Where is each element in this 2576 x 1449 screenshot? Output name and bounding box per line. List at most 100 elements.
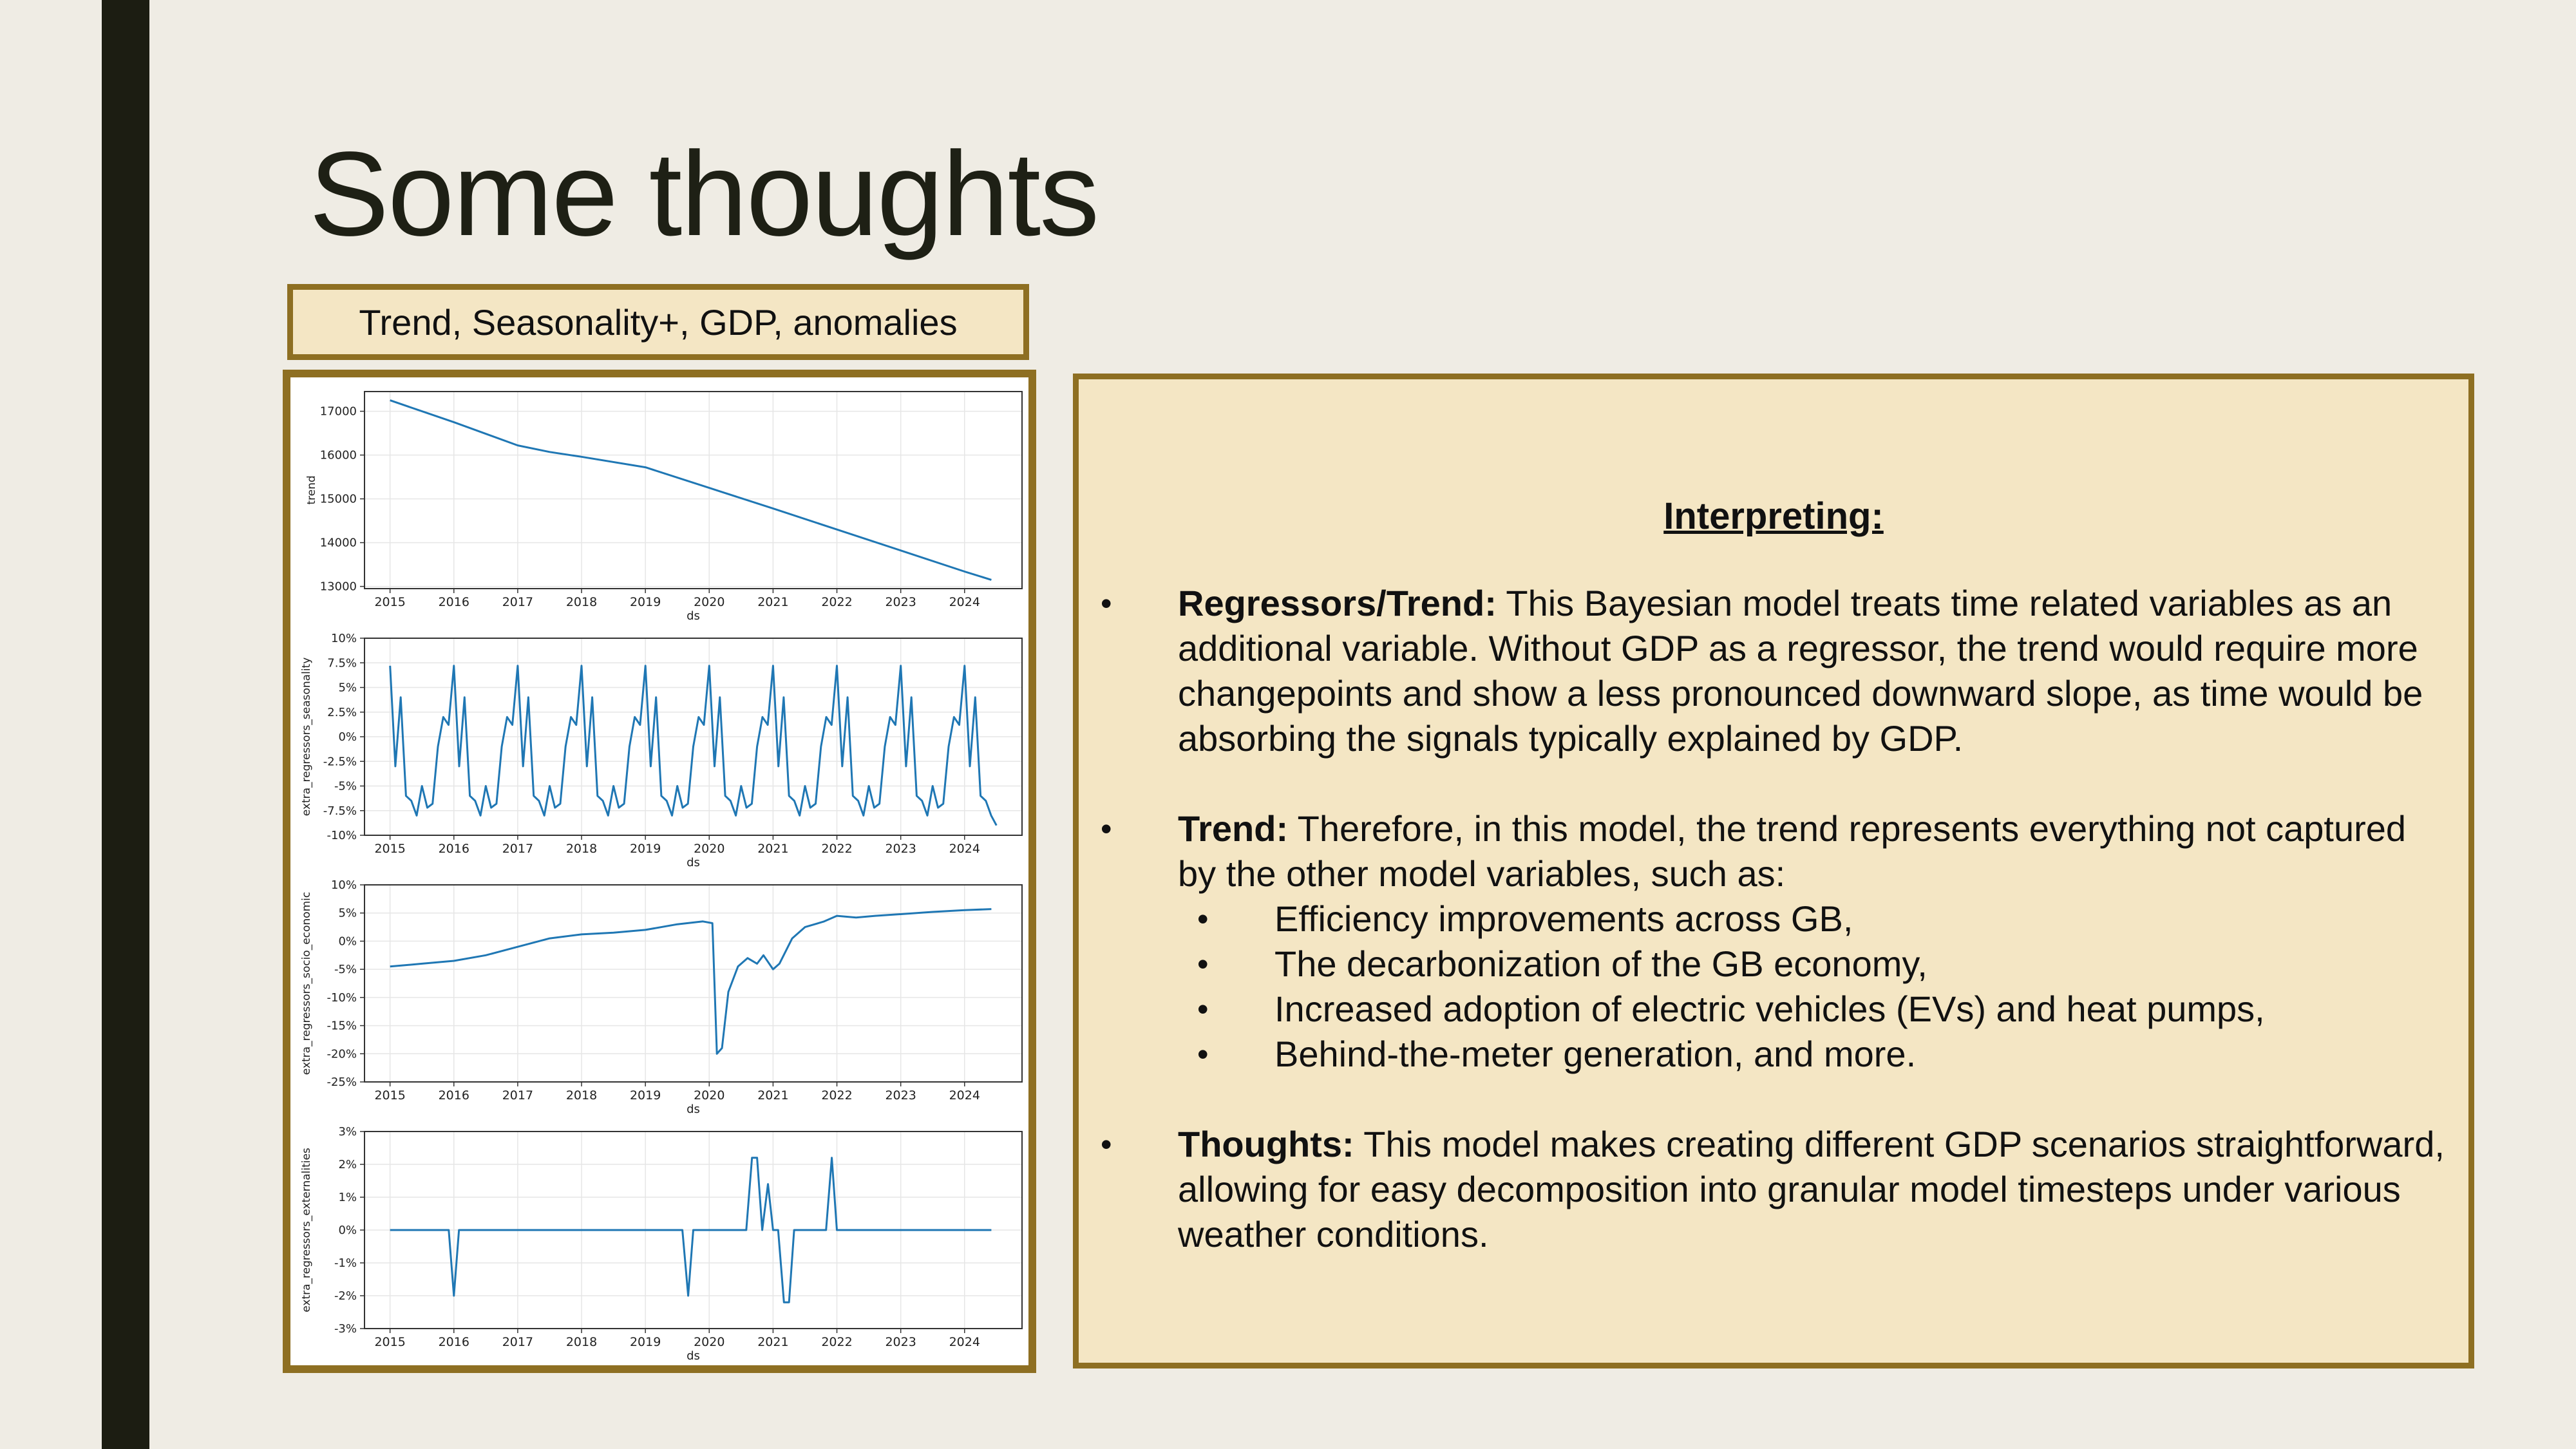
y-tick-label: 15000 (320, 493, 357, 506)
x-tick-label: 2015 (374, 595, 405, 609)
x-tick-label: 2016 (439, 595, 469, 609)
bullet-dot: • (1101, 1126, 1112, 1162)
x-tick-label: 2015 (374, 1335, 405, 1349)
x-tick-label: 2024 (949, 1335, 980, 1349)
x-tick-label: 2019 (630, 842, 661, 856)
sub-bullet-text: Efficiency improvements across GB, (1274, 898, 1853, 939)
y-tick-label: 1% (338, 1191, 357, 1204)
y-tick-label: 3% (338, 1125, 357, 1139)
x-tick-label: 2022 (821, 1088, 852, 1103)
plot-frame (364, 884, 1023, 1083)
bullet-dot: • (1197, 1036, 1209, 1072)
x-tick-label: 2018 (566, 1088, 597, 1103)
bullet-list: • Regressors/Trend: This Bayesian model … (1101, 581, 2449, 1302)
x-tick-label: 2016 (439, 1335, 469, 1349)
x-tick-label: 2024 (949, 842, 980, 856)
y-tick-label: -25% (327, 1075, 357, 1089)
series-line (390, 1157, 992, 1303)
sub-bullet-item: • Increased adoption of electric vehicles… (1101, 987, 2449, 1032)
y-tick-label: 2.5% (327, 706, 357, 719)
y-axis-label: trend (305, 475, 318, 504)
x-tick-label: 2021 (757, 1088, 788, 1103)
y-tick-label: -2.5% (323, 755, 357, 768)
sub-bullet-item: • The decarbonization of the GB economy, (1101, 942, 2449, 987)
y-axis-label: extra_regressors_seasonality (300, 658, 313, 817)
x-tick-label: 2017 (502, 595, 533, 609)
y-tick-label: -7.5% (323, 804, 357, 818)
x-tick-label: 2019 (630, 1088, 661, 1103)
y-tick-label: -20% (327, 1047, 357, 1061)
bullet-lead: Trend: (1178, 808, 1289, 849)
x-tick-label: 2023 (885, 595, 916, 609)
bullet-trend: • Trend: Therefore, in this model, the t… (1101, 806, 2449, 1077)
y-tick-label: 14000 (320, 536, 357, 550)
y-tick-label: 16000 (320, 449, 357, 462)
x-tick-label: 2016 (439, 1088, 469, 1103)
y-axis-label: extra_regressors_externalities (300, 1148, 313, 1312)
x-tick-label: 2015 (374, 1088, 405, 1103)
y-tick-label: -15% (327, 1019, 357, 1033)
series-line (390, 399, 992, 581)
panel-heading: Interpreting: (1663, 495, 1884, 537)
y-tick-label: -3% (334, 1322, 357, 1336)
x-tick-label: 2023 (885, 1088, 916, 1103)
x-tick-label: 2020 (694, 842, 724, 856)
y-tick-label: -5% (334, 780, 357, 793)
x-tick-label: 2015 (374, 842, 405, 856)
series-line (389, 665, 998, 826)
x-tick-label: 2024 (949, 595, 980, 609)
bullet-dot: • (1197, 901, 1209, 937)
y-tick-label: 13000 (320, 580, 357, 594)
x-tick-label: 2024 (949, 1088, 980, 1103)
x-tick-label: 2019 (630, 1335, 661, 1349)
y-tick-label: 17000 (320, 405, 357, 419)
bullet-dot: • (1101, 585, 1112, 621)
sub-bullet-text: Behind-the-meter generation, and more. (1274, 1034, 1917, 1074)
x-axis-label: ds (687, 1349, 700, 1363)
y-tick-label: 0% (338, 1224, 357, 1237)
x-tick-label: 2020 (694, 1088, 724, 1103)
y-tick-label: 0% (338, 730, 357, 744)
sub-bullet-text: Increased adoption of electric vehicles … (1274, 989, 2265, 1029)
x-tick-label: 2017 (502, 1088, 533, 1103)
y-tick-label: 5% (338, 681, 357, 695)
y-tick-label: 10% (331, 632, 357, 645)
bullet-dot: • (1101, 811, 1112, 847)
bullet-text: Therefore, in this model, the trend repr… (1178, 808, 2407, 894)
bullet-thoughts: • Thoughts: This model makes creating di… (1101, 1122, 2449, 1257)
y-tick-label: -2% (334, 1289, 357, 1303)
bullet-text: This Bayesian model treats time related … (1178, 583, 2423, 759)
sidebar-accent-bar (102, 0, 149, 1449)
charts-frame: 2015 2016 2017 2018 2019 2020 2021 2022 2023 2024… (283, 370, 1036, 1373)
x-tick-label: 2023 (885, 842, 916, 856)
x-tick-label: 2017 (502, 842, 533, 856)
x-tick-label: 2018 (566, 595, 597, 609)
x-tick-label: 2022 (821, 1335, 852, 1349)
plot-frame (364, 391, 1023, 589)
sub-bullet-text: The decarbonization of the GB economy, (1274, 943, 1927, 984)
x-tick-label: 2020 (694, 595, 724, 609)
y-tick-label: -10% (327, 991, 357, 1005)
x-axis-label: ds (687, 609, 700, 623)
x-tick-label: 2016 (439, 842, 469, 856)
y-tick-label: 10% (331, 878, 357, 892)
x-tick-label: 2018 (566, 842, 597, 856)
sub-bullet-item: • Behind-the-meter generation, and more. (1101, 1032, 2449, 1077)
bullet-dot: • (1197, 991, 1209, 1027)
y-tick-label: 0% (338, 934, 357, 948)
x-tick-label: 2018 (566, 1335, 597, 1349)
interpretation-panel: Interpreting: • Regressors/Trend: This B… (1073, 374, 2474, 1368)
components-chart: 2015 2016 2017 2018 2019 2020 2021 2022 2023 2024… (300, 391, 1023, 1363)
bullet-dot: • (1197, 946, 1209, 982)
bullet-lead: Regressors/Trend: (1178, 583, 1497, 623)
sub-bullet-item: • Efficiency improvements across GB, (1101, 896, 2449, 942)
series-line (390, 908, 992, 1055)
y-tick-label: 5% (338, 907, 357, 920)
y-axis-label: extra_regressors_socio_economic (300, 892, 313, 1075)
x-tick-label: 2021 (757, 595, 788, 609)
x-axis-label: ds (687, 1103, 700, 1116)
x-tick-label: 2021 (757, 1335, 788, 1349)
y-tick-label: -1% (334, 1256, 357, 1270)
bullet-regressors-trend: • Regressors/Trend: This Bayesian model … (1101, 581, 2449, 761)
x-axis-label: ds (687, 856, 700, 869)
